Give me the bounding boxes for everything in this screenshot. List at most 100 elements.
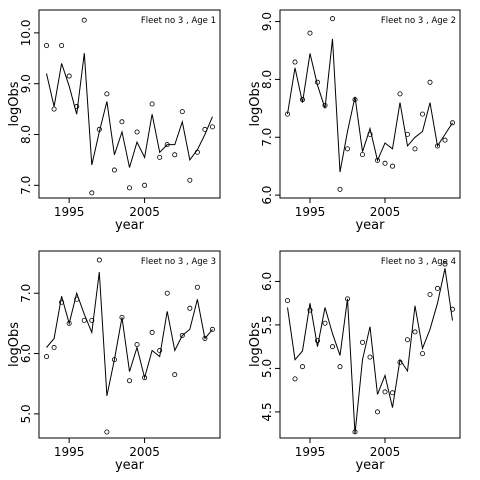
observation-point [172, 372, 178, 378]
plot-frame [38, 9, 221, 199]
y-tick-label: 10.0 [19, 20, 33, 47]
observation-point [329, 344, 335, 350]
panel-title: Fleet no 3 , Age 2 [381, 16, 456, 26]
observation-point [434, 285, 440, 291]
observation-point [209, 124, 215, 130]
observation-point [359, 339, 365, 345]
y-tick-label: 6.0 [19, 344, 33, 363]
y-tick-label: 9.0 [19, 74, 33, 93]
observation-point [89, 190, 95, 196]
observation-point [344, 296, 350, 302]
observation-point [74, 104, 80, 110]
panel-3: Fleet no 3 , Age 3 1995 2005 5.0 6.0 7.0 year l… [7, 250, 221, 473]
observation-point [389, 163, 395, 169]
observation-point [292, 59, 298, 65]
observation-point [202, 335, 208, 341]
plot-frame [279, 250, 461, 439]
y-tick-label: 7.0 [19, 176, 33, 195]
fitted-line [287, 38, 453, 173]
observation-point [307, 30, 313, 36]
observation-point [157, 154, 163, 160]
x-axis-label: year [355, 458, 385, 473]
observation-point [374, 157, 380, 163]
observation-point [179, 109, 185, 115]
observation-point [194, 284, 200, 290]
observation-point [157, 348, 163, 354]
observation-point [96, 257, 102, 263]
observation-point [149, 101, 155, 107]
observation-point [382, 160, 388, 166]
y-axis-label: logObs [248, 81, 263, 126]
observation-point [127, 185, 133, 191]
observation-point [352, 97, 358, 103]
observation-point [104, 429, 110, 435]
panel-2: Fleet no 3 , Age 2 1995 2005 6.0 7.0 8.0 9.0 ye… [248, 9, 461, 233]
x-tick-label: 2005 [129, 205, 160, 219]
observation-point [322, 102, 328, 108]
observation-point [367, 131, 373, 137]
observation-point [337, 186, 343, 192]
y-tick-label: 7.0 [19, 284, 33, 303]
observation-point [172, 152, 178, 158]
observation-point [352, 429, 358, 435]
observation-point [134, 341, 140, 347]
observation-point [449, 120, 455, 126]
x-tick-label: 1995 [295, 205, 326, 219]
observation-point [337, 364, 343, 370]
x-tick-label: 1995 [295, 445, 326, 459]
observation-point [404, 337, 410, 343]
observation-point [119, 119, 125, 125]
observation-point [397, 91, 403, 97]
observation-point [111, 357, 117, 363]
y-tick-label: 4.5 [260, 402, 274, 421]
observation-point [81, 17, 87, 23]
y-tick-label: 5.0 [260, 359, 274, 378]
observation-point [127, 378, 133, 384]
observation-point [149, 329, 155, 335]
panel-title: Fleet no 3 , Age 3 [141, 257, 216, 267]
observation-point [292, 376, 298, 382]
y-tick-label: 5.0 [19, 404, 33, 423]
observation-point [59, 299, 65, 305]
observation-point [134, 129, 140, 135]
x-axis-label: year [355, 218, 385, 233]
observation-point [314, 79, 320, 85]
y-axis-label: logObs [248, 322, 263, 367]
observation-point [59, 43, 65, 49]
observation-point [209, 326, 215, 332]
observation-point [359, 152, 365, 158]
observation-point [307, 307, 313, 313]
observation-point [374, 409, 380, 415]
y-tick-label: 8.0 [260, 70, 274, 89]
observation-point [299, 97, 305, 103]
observation-point [81, 317, 87, 323]
observation-point [96, 126, 102, 132]
observation-point [164, 142, 170, 148]
fitted-line [46, 53, 213, 168]
y-tick-label: 9.0 [260, 12, 274, 31]
plot-frame [38, 250, 221, 439]
x-axis-label: year [115, 218, 145, 233]
observation-point [419, 351, 425, 357]
observation-point [284, 111, 290, 117]
observation-point [119, 314, 125, 320]
observation-point [89, 317, 95, 323]
observation-point [397, 359, 403, 365]
observation-point [329, 16, 335, 22]
observation-point [179, 332, 185, 338]
y-tick-label: 5.5 [260, 315, 274, 334]
y-axis-label: logObs [7, 322, 22, 367]
observation-point [44, 354, 50, 360]
observation-point [389, 390, 395, 396]
observation-point [427, 79, 433, 85]
observation-point [202, 126, 208, 132]
observation-point [74, 296, 80, 302]
observation-point [66, 320, 72, 326]
y-axis-label: logObs [7, 81, 22, 126]
observation-point [284, 298, 290, 304]
observation-point [187, 305, 193, 311]
x-tick-label: 1995 [54, 205, 85, 219]
observation-point [142, 375, 148, 381]
observation-point [314, 338, 320, 344]
